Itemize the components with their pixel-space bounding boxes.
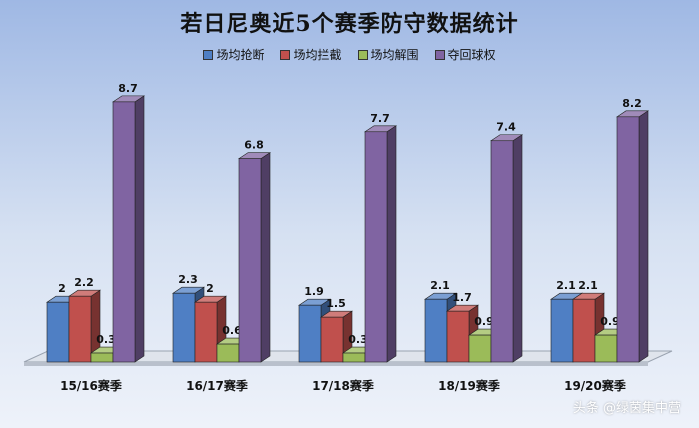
bar-value-label: 8.7 [118, 82, 138, 95]
bar-value-label: 1.5 [326, 297, 346, 310]
bar-front [550, 298, 574, 363]
bar-side [386, 125, 397, 363]
bar-value-label: 0.9 [600, 315, 620, 328]
bar-front [490, 140, 514, 363]
legend-swatch [357, 49, 368, 60]
bar-value-label: 7.7 [370, 112, 390, 125]
bar-front [342, 352, 366, 363]
bar-value-label: 2.3 [178, 273, 198, 286]
bar-front [46, 301, 70, 363]
x-tick-label: 16/17赛季 [186, 378, 249, 393]
bar-value-label: 8.2 [622, 97, 642, 110]
bar-2-1 [320, 310, 353, 363]
bar-value-label: 0.3 [348, 333, 368, 346]
bar-0-1 [68, 289, 101, 363]
bar-value-label: 1.9 [304, 285, 324, 298]
bar-value-label: 2 [58, 282, 66, 295]
bar-front [194, 301, 218, 363]
bar-front [468, 334, 492, 363]
bar-value-label: 6.8 [244, 139, 264, 152]
bar-side [638, 110, 649, 363]
bar-front [112, 101, 136, 363]
bar-value-label: 2.1 [578, 279, 598, 292]
bar-front [364, 131, 388, 363]
bar-front [298, 304, 322, 363]
bar-value-label: 2.1 [430, 279, 450, 292]
chart-legend: 场均抢断 场均拦截 场均解围 夺回球权 [0, 46, 699, 63]
chart-title: 若日尼奥近5个赛季防守数据统计 [180, 11, 519, 37]
x-tick-label: 18/19赛季 [438, 378, 501, 393]
legend-item: 场均抢断 [203, 46, 264, 63]
legend-item: 场均解围 [357, 46, 419, 63]
legend-label: 夺回球权 [447, 48, 496, 62]
bar-4-3 [616, 110, 649, 363]
bar-front [238, 158, 262, 363]
bar-value-label: 1.7 [452, 291, 472, 304]
legend-item: 场均拦截 [280, 46, 342, 63]
bar-value-label: 0.3 [96, 333, 116, 346]
bar-0-3 [112, 95, 145, 363]
bar-side [512, 134, 523, 363]
bar-front [594, 334, 618, 363]
bar-front [216, 343, 240, 363]
bar-front [616, 116, 640, 363]
bar-side [134, 95, 145, 363]
bar-3-3 [490, 134, 523, 363]
bar-1-3 [238, 152, 271, 363]
bar-value-label: 2 [206, 282, 214, 295]
bar-side [260, 152, 271, 363]
bar-front [90, 352, 114, 363]
bar-front [446, 310, 470, 363]
bar-value-label: 2.1 [556, 279, 576, 292]
legend-label: 场均解围 [370, 48, 419, 62]
bar-front [572, 298, 596, 363]
legend-label: 场均拦截 [293, 48, 342, 62]
bar-2-3 [364, 125, 397, 363]
x-tick-label: 15/16赛季 [60, 378, 123, 393]
watermark-text: 头条 @绿茵集中营 [572, 401, 681, 416]
bar-value-label: 2.2 [74, 276, 94, 289]
legend-swatch [280, 49, 291, 60]
legend-swatch [203, 49, 214, 60]
bar-front [424, 298, 448, 363]
bar-front [68, 295, 92, 363]
bar-front [172, 292, 196, 363]
legend-label: 场均抢断 [216, 48, 265, 62]
bar-front [320, 316, 344, 363]
bar-value-label: 7.4 [496, 121, 516, 134]
x-tick-label: 19/20赛季 [564, 378, 627, 393]
legend-swatch [434, 49, 445, 60]
chart-floor-edge [24, 362, 648, 366]
legend-item: 夺回球权 [434, 46, 496, 63]
bar-value-label: 0.9 [474, 315, 494, 328]
x-tick-label: 17/18赛季 [312, 378, 375, 393]
bar-value-label: 0.6 [222, 324, 242, 337]
